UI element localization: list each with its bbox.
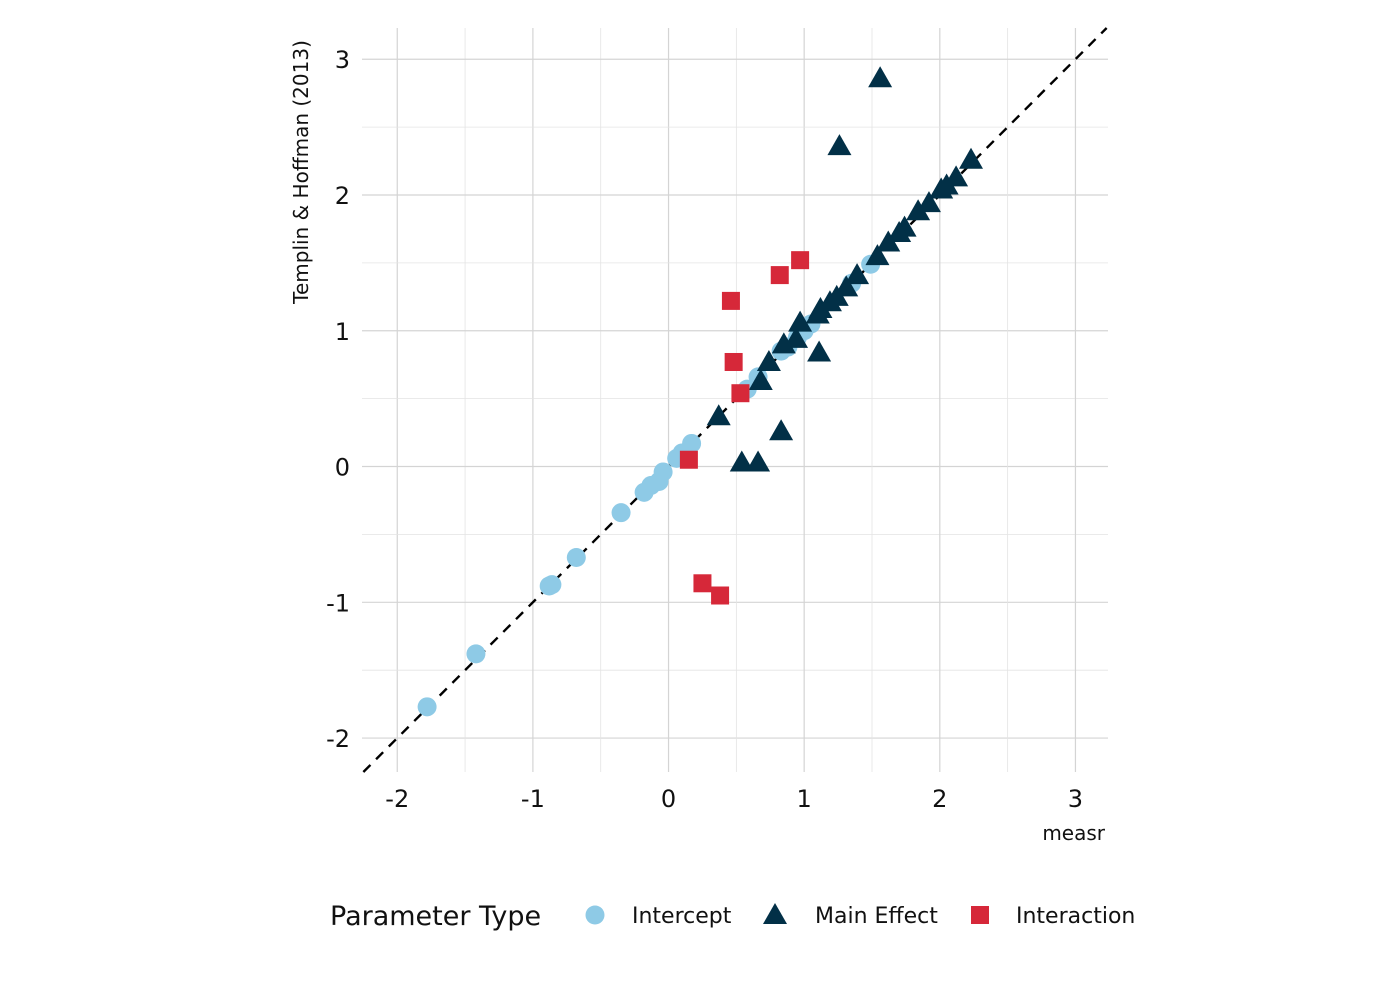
circle-point bbox=[682, 433, 702, 453]
y-tick-label: -2 bbox=[326, 725, 350, 753]
y-tick-label: 0 bbox=[335, 454, 350, 482]
circle-point bbox=[653, 462, 673, 482]
triangle-point bbox=[827, 134, 852, 156]
triangle-point bbox=[916, 191, 941, 213]
series-intercept bbox=[417, 254, 881, 717]
circle-point bbox=[566, 547, 586, 567]
triangle-point bbox=[929, 177, 954, 199]
x-tick-label: 3 bbox=[1068, 785, 1083, 813]
legend-square-icon bbox=[971, 906, 989, 924]
triangle-point bbox=[706, 404, 731, 426]
triangle-point bbox=[887, 221, 912, 243]
x-tick-label: -1 bbox=[521, 785, 545, 813]
triangle-point bbox=[746, 450, 771, 472]
y-tick-label: 3 bbox=[335, 46, 350, 74]
data-points bbox=[417, 66, 984, 717]
series-interaction bbox=[679, 251, 810, 605]
triangle-point bbox=[748, 368, 773, 390]
series-main-effect bbox=[706, 66, 984, 472]
square-point bbox=[724, 352, 743, 371]
triangle-point bbox=[771, 332, 796, 354]
triangle-point bbox=[807, 340, 832, 362]
circle-point bbox=[542, 575, 562, 595]
square-point bbox=[679, 450, 698, 469]
circle-point bbox=[466, 644, 486, 664]
grid bbox=[362, 28, 1108, 772]
legend: Parameter Type Intercept Main Effect Inter… bbox=[330, 901, 1135, 932]
legend-item: Intercept bbox=[585, 904, 732, 929]
y-axis-label: Templin & Hoffman (2013) bbox=[289, 40, 313, 305]
triangle-point bbox=[784, 326, 809, 348]
square-point bbox=[731, 384, 750, 403]
y-axis-ticks: -2 -1 0 1 2 3 bbox=[326, 46, 350, 753]
legend-item: Main Effect bbox=[763, 903, 938, 929]
x-axis-label: measr bbox=[1042, 821, 1105, 845]
triangle-point bbox=[876, 230, 901, 252]
triangle-point bbox=[788, 310, 813, 332]
square-point bbox=[770, 266, 789, 285]
triangle-point bbox=[769, 419, 794, 441]
legend-label: Main Effect bbox=[815, 904, 938, 929]
triangle-point bbox=[906, 199, 931, 221]
x-axis-ticks: -2 -1 0 1 2 3 bbox=[385, 785, 1083, 813]
legend-label: Intercept bbox=[632, 904, 732, 929]
y-tick-label: 2 bbox=[335, 182, 350, 210]
triangle-point bbox=[756, 349, 781, 371]
x-tick-label: 0 bbox=[661, 785, 676, 813]
triangle-point bbox=[729, 450, 754, 472]
y-tick-label: -1 bbox=[326, 589, 350, 617]
circle-point bbox=[417, 697, 437, 717]
triangle-point bbox=[868, 66, 893, 88]
legend-triangle-icon bbox=[763, 903, 787, 924]
legend-circle-icon bbox=[585, 905, 605, 925]
x-tick-label: -2 bbox=[385, 785, 409, 813]
square-point bbox=[791, 251, 810, 270]
square-point bbox=[721, 291, 740, 310]
square-point bbox=[693, 574, 712, 593]
legend-label: Interaction bbox=[1016, 904, 1135, 929]
triangle-point bbox=[845, 263, 870, 285]
square-point bbox=[711, 586, 730, 605]
y-tick-label: 1 bbox=[335, 318, 350, 346]
legend-item: Interaction bbox=[971, 904, 1135, 929]
circle-point bbox=[611, 503, 631, 523]
triangle-point bbox=[959, 147, 984, 169]
legend-title: Parameter Type bbox=[330, 901, 541, 932]
x-tick-label: 1 bbox=[797, 785, 812, 813]
triangle-point bbox=[805, 302, 830, 324]
triangle-point bbox=[865, 244, 890, 266]
x-tick-label: 2 bbox=[932, 785, 947, 813]
